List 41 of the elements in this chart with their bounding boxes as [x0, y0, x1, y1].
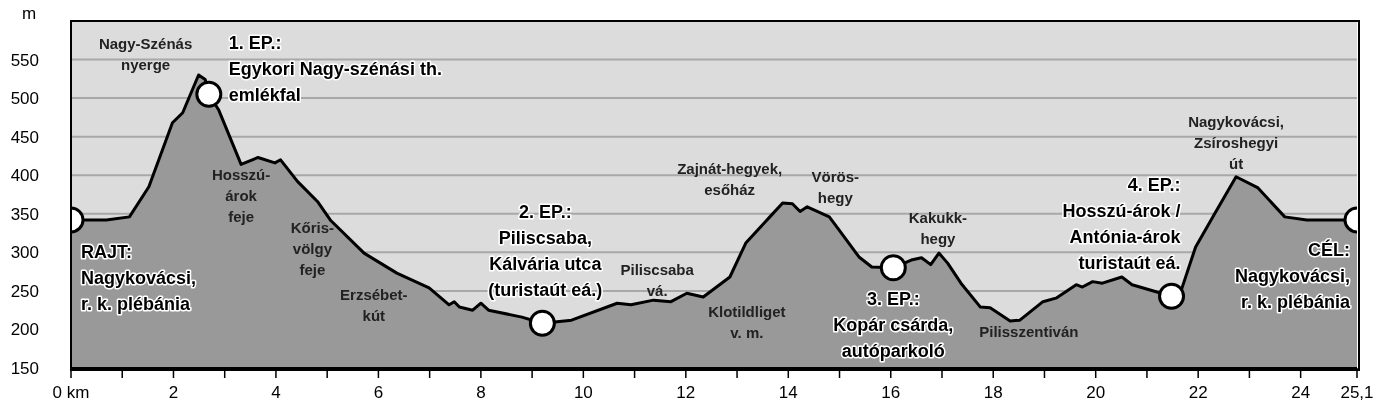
annotation: RAJT: Nagykovácsi, r. k. plébánia — [81, 241, 197, 314]
annotation: Kőris- völgy feje — [290, 219, 335, 279]
annotation: Kakukk- hegy — [908, 208, 968, 247]
annotation: 4. EP.: Hosszú-árok / Antónia-árok turistaút eá. — [1062, 175, 1182, 274]
annotation: Klotildliget v. m. — [708, 302, 786, 341]
y-tick-label: 200 — [10, 320, 39, 340]
annotation: 1. EP.: Egykori Nagy-szénási th. emlékfal — [228, 33, 442, 106]
y-tick-label: 350 — [10, 204, 39, 224]
x-tick-label: 14 — [778, 383, 798, 401]
x-tick-label: 20 — [1086, 383, 1106, 401]
y-tick-label: 550 — [10, 50, 39, 70]
y-tick-label: 250 — [10, 281, 39, 301]
y-tick-label: 400 — [10, 166, 39, 186]
annotation: Hosszú- árok feje — [211, 166, 271, 226]
x-tick-label: 12 — [676, 383, 696, 401]
x-tick-label: 4 — [271, 383, 281, 401]
x-tick-label: 24 — [1291, 383, 1311, 401]
annotation: 2. EP.: Piliscsaba, Kálvária utca (turistaút eá.) — [488, 202, 603, 301]
y-tick-label: 150 — [10, 359, 39, 379]
x-tick-label: 6 — [373, 383, 384, 401]
y-axis-title: m — [22, 4, 37, 24]
x-tick-label: 25,1 — [1340, 383, 1374, 401]
x-tick-label: 22 — [1188, 383, 1208, 401]
x-tick-label: 8 — [476, 383, 486, 401]
y-tick-label: 500 — [10, 89, 39, 109]
x-tick-label: 2 — [168, 383, 179, 401]
y-tick-label: 450 — [10, 127, 39, 147]
x-tick-label: 18 — [983, 383, 1003, 401]
annotation: Erzsébet- kút — [340, 285, 408, 324]
annotation: CÉL: Nagykovácsi, r. k. plébánia — [1234, 238, 1351, 312]
annotation: Pilisszentiván — [979, 323, 1079, 341]
annotation: Nagy-Szénás nyerge — [98, 35, 193, 74]
x-tick-label: 0 km — [52, 383, 90, 401]
x-tick-label: 16 — [881, 383, 901, 401]
annotation: 3. EP.: Kopár csárda, autóparkoló — [833, 288, 954, 361]
y-tick-label: 300 — [10, 243, 39, 263]
annotation: Nagykovácsi, Zsíroshegyi út — [1188, 112, 1285, 172]
annotation: Vörös- hegy — [811, 168, 860, 207]
x-tick-label: 10 — [573, 383, 593, 401]
annotation: Zajnát-hegyek, esőház — [677, 160, 783, 199]
annotation: Piliscsaba vá. — [620, 260, 695, 299]
